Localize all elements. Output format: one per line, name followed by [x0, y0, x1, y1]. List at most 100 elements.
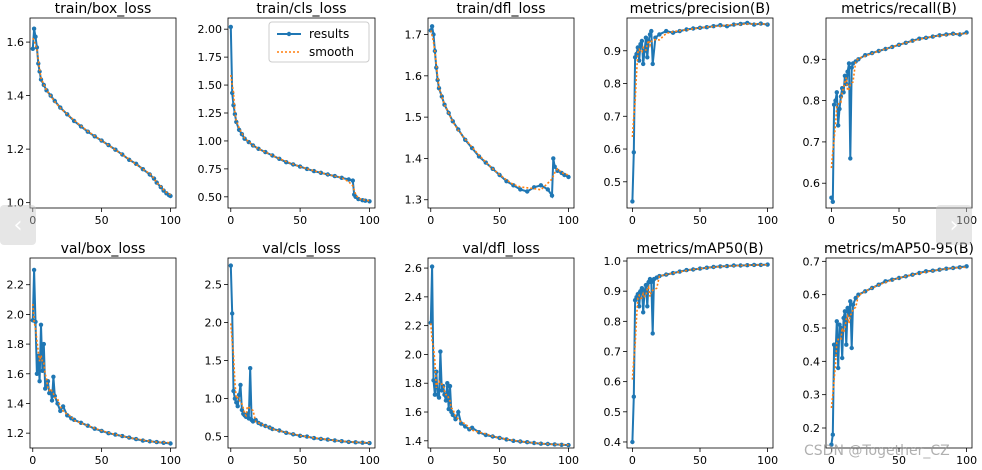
results-point [890, 277, 895, 282]
x-tick-label: 0 [29, 454, 36, 467]
results-point [356, 196, 361, 202]
results-point [639, 38, 645, 44]
results-point [248, 366, 253, 371]
results-point [538, 183, 544, 188]
legend-smooth-label: smooth [309, 45, 354, 59]
x-tick-label: 50 [693, 454, 707, 467]
results-point [445, 381, 450, 386]
smooth-line [230, 74, 370, 202]
next-slide-button[interactable]: › [936, 205, 972, 245]
results-point [697, 266, 703, 271]
plot-area [29, 257, 177, 449]
results-point [670, 270, 676, 276]
y-tick-label: 1.50 [198, 79, 223, 92]
results-point [429, 24, 435, 29]
x-tick-label: 0 [828, 454, 835, 467]
results-point [60, 404, 66, 409]
results-point [738, 263, 743, 268]
results-point [765, 262, 770, 267]
results-point [238, 382, 243, 388]
x-tick-label: 50 [892, 454, 906, 467]
y-tick-label: 0.4 [604, 436, 622, 449]
results-point [239, 407, 245, 413]
results-point [631, 150, 636, 155]
watermark: CSDN @Together_CZ [804, 443, 950, 459]
x-tick-label: 100 [359, 214, 380, 227]
x-tick-label: 0 [629, 214, 636, 227]
results-point [38, 322, 44, 327]
y-tick-label: 0.7 [604, 345, 622, 358]
results-point [704, 25, 709, 30]
y-tick-label: 2.2 [405, 320, 423, 333]
y-tick-label: 0.50 [198, 191, 223, 204]
results-point [837, 106, 842, 112]
y-tick-label: 0.8 [604, 78, 622, 91]
chart-title: val/cls_loss [262, 241, 340, 257]
results-point [113, 432, 118, 437]
results-point [504, 179, 509, 184]
y-tick-label: 1.0 [604, 255, 622, 268]
results-point [856, 292, 861, 297]
y-tick-label: 2.5 [205, 279, 223, 292]
y-tick-label: 2.0 [405, 348, 423, 361]
results-point [704, 265, 709, 270]
smooth-line [32, 303, 171, 444]
results-point [836, 123, 841, 128]
y-tick-label: 0.8 [604, 315, 622, 328]
x-tick-label: 50 [892, 214, 906, 227]
smooth-line [631, 264, 768, 380]
y-tick-label: 0.3 [803, 389, 821, 402]
results-point [49, 398, 55, 403]
y-tick-label: 0.4 [803, 355, 821, 368]
y-tick-label: 0.75 [198, 163, 223, 176]
results-point [552, 164, 557, 169]
results-point [435, 77, 440, 83]
smooth-line [430, 323, 569, 446]
results-point [325, 437, 330, 442]
results-point [566, 174, 571, 180]
results-point [848, 299, 853, 304]
results-point [630, 199, 635, 204]
y-tick-label: 1.2 [7, 143, 25, 156]
y-tick-label: 1.5 [205, 355, 223, 368]
results-point [647, 32, 653, 37]
results-point [845, 305, 850, 311]
x-tick-label: 0 [629, 454, 636, 467]
chart-panel: val/box_loss 0 50 100 1.2 1.4 1.6 1.8 2.0 2.2 [7, 241, 181, 467]
x-tick-label: 100 [558, 454, 579, 467]
x-tick-label: 0 [227, 454, 234, 467]
prev-slide-button[interactable]: ‹ [0, 205, 36, 245]
results-point [664, 28, 669, 34]
y-tick-label: 1.4 [7, 90, 25, 103]
x-tick-label: 50 [693, 214, 707, 227]
results-point [631, 394, 636, 399]
results-point [645, 304, 650, 309]
results-point [765, 22, 770, 27]
results-point [834, 319, 839, 324]
y-tick-label: 0.6 [803, 289, 821, 302]
results-point [443, 398, 449, 403]
results-point [549, 193, 555, 198]
results-point [442, 392, 447, 397]
chart-panel: val/cls_loss 0 50 100 0.5 1.0 1.5 2.0 2.5 [205, 241, 380, 467]
y-tick-label: 1.4 [405, 152, 423, 165]
x-tick-label: 100 [956, 214, 977, 227]
results-point [645, 55, 650, 60]
y-tick-label: 1.3 [405, 194, 423, 207]
x-tick-label: 50 [493, 454, 507, 467]
chart-title: metrics/mAP50-95(B) [824, 241, 974, 257]
results-point [649, 279, 654, 285]
results-point [253, 417, 258, 423]
results-point [745, 263, 750, 268]
x-tick-label: 50 [95, 454, 109, 467]
x-tick-label: 0 [227, 214, 234, 227]
results-point [846, 61, 852, 66]
y-tick-label: 2.2 [7, 279, 25, 292]
results-point [684, 27, 689, 32]
y-tick-label: 0.5 [803, 322, 821, 335]
chart-panel: val/dfl_loss 0 50 100 1.4 1.6 1.8 2.0 2.2 2.4 2.6 [405, 241, 579, 467]
chart-panel: train/cls_loss 0 50 100 0.50 0.75 1.00 1.25 1.50… [198, 1, 380, 227]
results-point [429, 264, 435, 269]
results-point [642, 289, 647, 294]
y-tick-label: 1.6 [405, 70, 423, 83]
